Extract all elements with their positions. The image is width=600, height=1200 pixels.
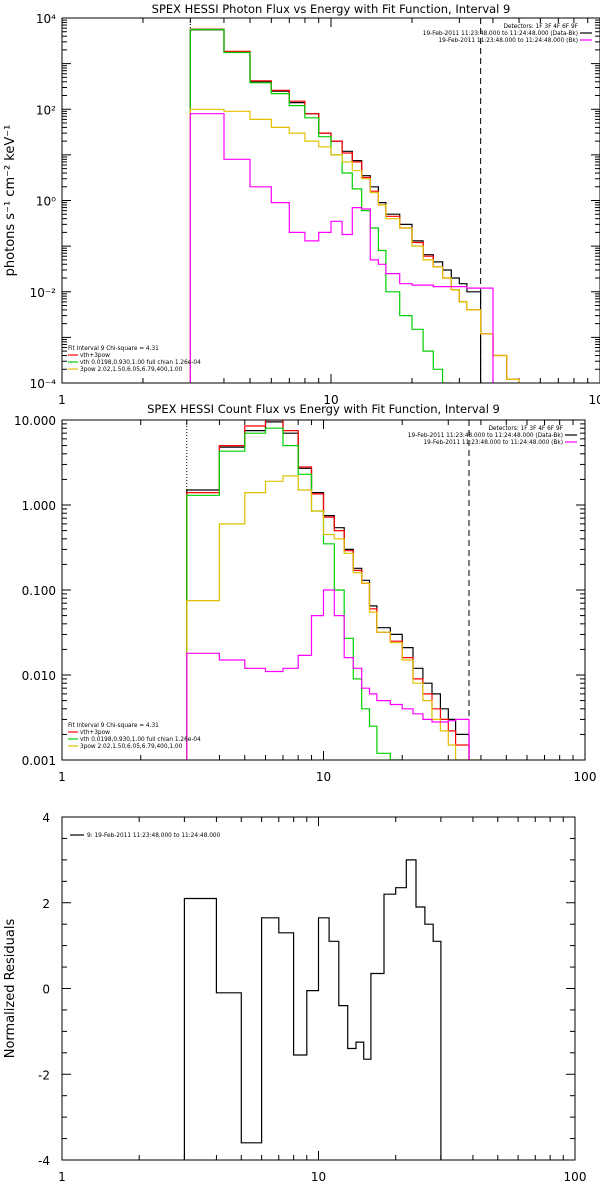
residuals-panel: 1 10 100 -4 -2 0 2 4 Normalized Residuals 9: 19-F… <box>3 811 586 1184</box>
legend-entry-label: 19-Feb-2011 11:23:48.000 to 11:24:48.000… <box>423 31 578 37</box>
series-line <box>183 859 442 1160</box>
series-3pow <box>186 475 481 760</box>
series-line <box>189 108 520 383</box>
series-line <box>186 421 470 760</box>
y-axis-label: photons s⁻¹ cm⁻² keV⁻¹ <box>3 125 18 277</box>
series-data-bk <box>189 29 482 383</box>
plot-frame <box>61 419 586 761</box>
series-line <box>189 28 520 383</box>
series-line <box>189 29 482 383</box>
legend-fit-header: Fit Interval 9 Chi-square = 4.31 <box>68 346 159 352</box>
x-tick-label: 100 <box>564 1170 587 1184</box>
y-tick-label: 10² <box>36 103 56 117</box>
legend-entry-label: 19-Feb-2011 11:23:48.000 to 11:24:48.000… <box>423 440 563 446</box>
y-tick-label: 0.001 <box>22 754 56 768</box>
y-tick-label: 10⁻⁴ <box>30 377 57 391</box>
series-vth <box>189 28 452 383</box>
x-tick-label: 1 <box>58 1170 66 1184</box>
x-tick-label: 10 <box>316 770 331 784</box>
legend-fit-header: Fit Interval 9 Chi-square = 4.31 <box>68 723 159 729</box>
x-tick-label: 1 <box>58 393 66 407</box>
legend-entry-label: 9: 19-Feb-2011 11:23:48.000 to 11:24:48.… <box>87 833 221 839</box>
plot-frame <box>61 17 600 384</box>
x-tick-label: 100 <box>589 393 600 407</box>
count-flux-panel: SPEX HESSI Count Flux vs Energy with Fit… <box>14 402 596 784</box>
legend-entry-label: 19-Feb-2011 11:23:48.000 to 11:24:48.000… <box>408 433 563 439</box>
y-tick-label: 0.100 <box>22 584 56 598</box>
y-tick-label: 10.000 <box>14 414 56 428</box>
y-axis-ticks: 0.001 0.010 0.100 1.000 10.000 <box>14 414 585 768</box>
x-tick-label: 10 <box>323 393 338 407</box>
legend-entry-label: vth 0.0198,0.930,1.00 full chian 1.26e-0… <box>80 737 201 743</box>
series-group <box>189 28 520 383</box>
y-tick-label: 0.010 <box>22 669 56 683</box>
y-tick-label: 10⁰ <box>36 195 56 209</box>
series-line <box>186 589 470 760</box>
legend-entry-label: vth+3pow <box>80 730 110 736</box>
y-tick-label: 10⁴ <box>36 12 56 26</box>
series-vth <box>186 427 403 760</box>
series-3pow <box>189 108 520 383</box>
series-bk <box>189 113 494 383</box>
legend-entry-label: 3pow 2.02,1.50,6.05,6.79,400,1.00 <box>80 367 183 373</box>
legend-entry-label: 19-Feb-2011 11:23:48.000 to 11:24:48.000… <box>438 38 578 44</box>
legend-entry-label: vth+3pow <box>80 353 110 359</box>
y-tick-label: 10⁻² <box>30 286 57 300</box>
y-axis-ticks: -4 -2 0 2 4 <box>38 811 575 1168</box>
x-tick-label: 10 <box>311 1170 326 1184</box>
y-tick-label: -2 <box>38 1068 50 1082</box>
y-tick-label: 0 <box>42 983 50 997</box>
series-bk <box>186 589 470 760</box>
legend-detectors: Detectors: 1F 3F 4F 6F 9F <box>488 426 563 432</box>
chart-title: SPEX HESSI Photon Flux vs Energy with Fi… <box>152 2 511 16</box>
series-group <box>186 420 481 760</box>
y-tick-label: -4 <box>38 1154 50 1168</box>
photon-flux-panel: SPEX HESSI Photon Flux vs Energy with Fi… <box>3 2 600 407</box>
x-axis-ticks: 1 10 100 <box>58 420 596 784</box>
series-data-bk <box>186 421 470 760</box>
legend-detectors: Detectors: 1F 3F 4F 6F 9F <box>503 24 578 30</box>
x-tick-label: 100 <box>574 770 597 784</box>
legend-top-left: 9: 19-Feb-2011 11:23:48.000 to 11:24:48.… <box>70 833 221 839</box>
y-axis-label: Normalized Residuals <box>3 919 18 1059</box>
series-group <box>183 859 442 1160</box>
series-line <box>186 475 481 760</box>
legend-bottom-left: Fit Interval 9 Chi-square = 4.31vth+3pow… <box>68 723 201 750</box>
x-tick-label: 1 <box>58 770 66 784</box>
y-axis-ticks: 10⁻⁴ 10⁻² 10⁰ 10² 10⁴ <box>30 12 600 391</box>
chart-title: SPEX HESSI Count Flux vs Energy with Fit… <box>147 402 500 416</box>
series-vth-3pow <box>189 28 520 383</box>
x-axis-ticks: 1 10 100 <box>58 817 586 1184</box>
series-line <box>189 113 494 383</box>
legend-bottom-left: Fit Interval 9 Chi-square = 4.31vth+3pow… <box>68 346 201 373</box>
plot-frame <box>61 816 576 1161</box>
series-line <box>186 427 403 760</box>
legend-entry-label: 3pow 2.02,1.50,6.05,6.79,400,1.00 <box>80 744 183 750</box>
legend-entry-label: vth 0.0198,0.930,1.00 full chian 1.26e-0… <box>80 360 201 366</box>
series-line <box>189 28 452 383</box>
y-tick-label: 1.000 <box>22 499 56 513</box>
series-9-19-feb-2011-11-23-48-000-to-11-24-48-000 <box>183 859 442 1160</box>
y-tick-label: 4 <box>42 811 50 825</box>
y-tick-label: 2 <box>42 897 50 911</box>
